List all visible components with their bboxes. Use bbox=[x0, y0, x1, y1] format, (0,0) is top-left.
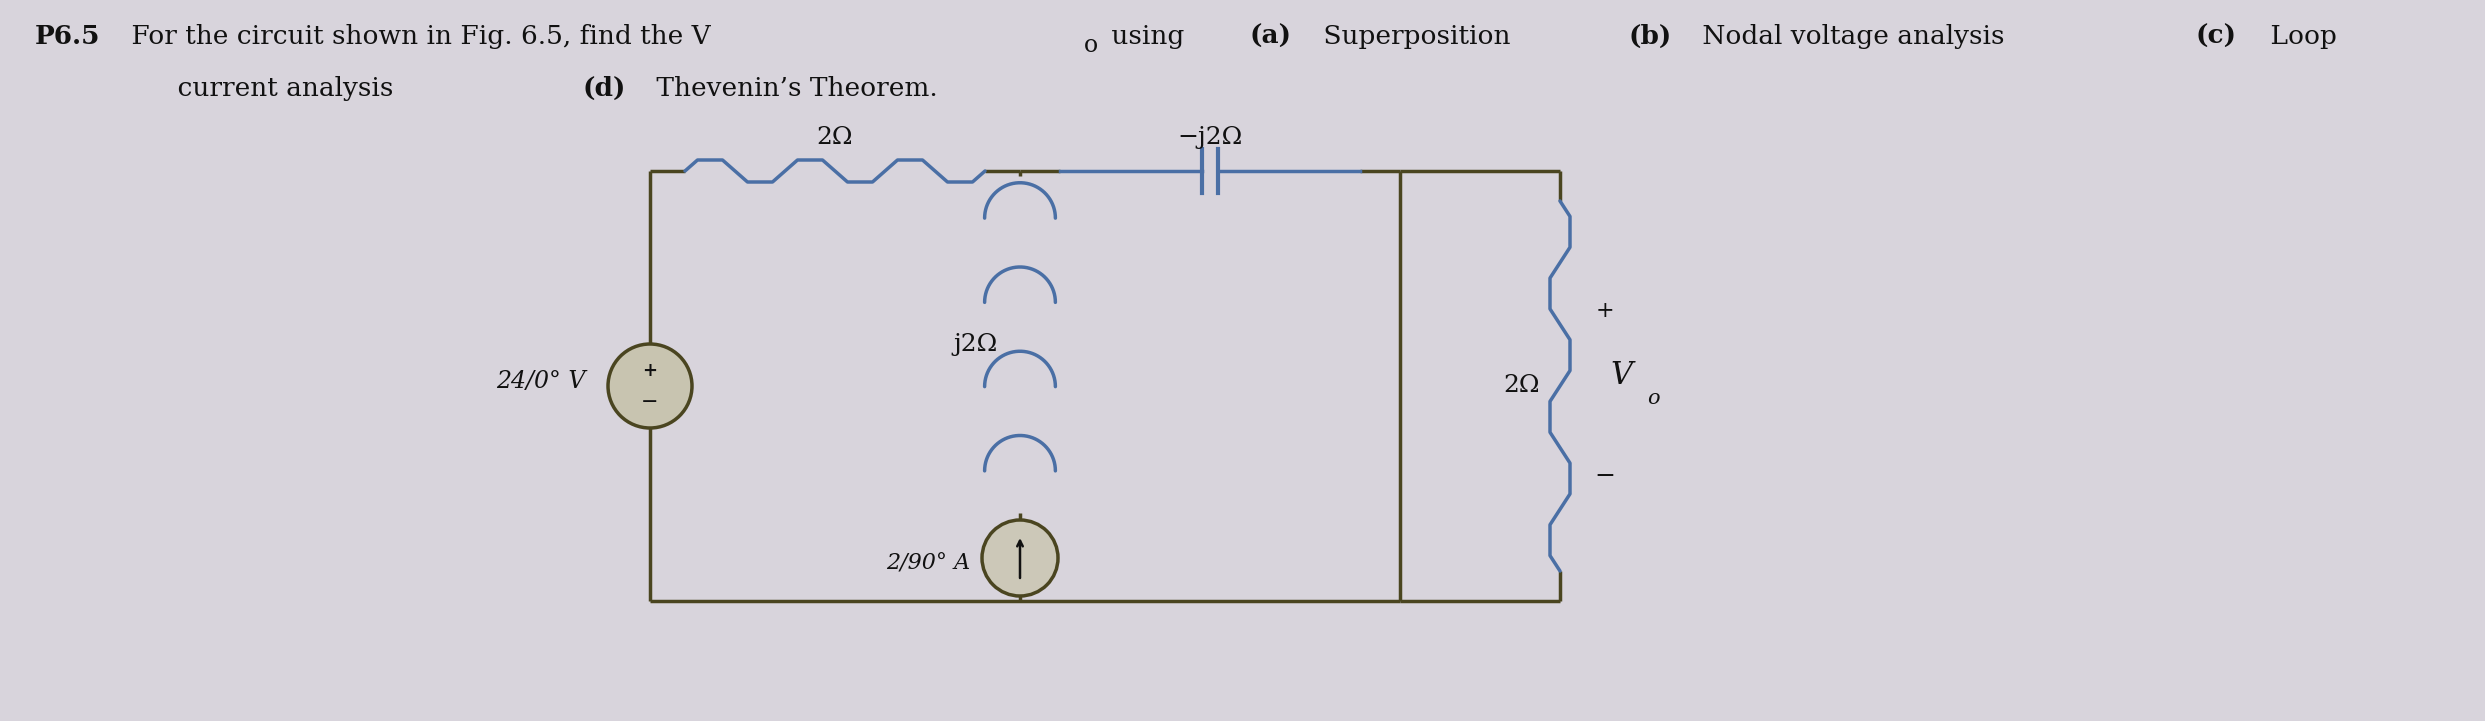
Text: using: using bbox=[1103, 24, 1193, 49]
Circle shape bbox=[982, 520, 1059, 596]
Text: 24/0° V: 24/0° V bbox=[495, 369, 584, 392]
Circle shape bbox=[609, 344, 691, 428]
Text: Superposition: Superposition bbox=[1315, 24, 1518, 49]
Text: (a): (a) bbox=[1250, 24, 1292, 49]
Text: V: V bbox=[1610, 360, 1633, 392]
Text: Loop: Loop bbox=[2261, 24, 2336, 49]
Text: Thevenin’s Theorem.: Thevenin’s Theorem. bbox=[649, 76, 939, 101]
Text: (c): (c) bbox=[2197, 24, 2237, 49]
Text: current analysis: current analysis bbox=[144, 76, 403, 101]
Text: j2Ω: j2Ω bbox=[954, 333, 999, 356]
Text: −: − bbox=[1595, 464, 1615, 487]
Text: 2/90° A: 2/90° A bbox=[885, 552, 969, 574]
Text: P6.5: P6.5 bbox=[35, 24, 99, 49]
Text: 2Ω: 2Ω bbox=[818, 126, 852, 149]
Text: For the circuit shown in Fig. 6.5, find the V: For the circuit shown in Fig. 6.5, find … bbox=[122, 24, 711, 49]
Text: (b): (b) bbox=[1628, 24, 1672, 49]
Text: −: − bbox=[641, 394, 659, 412]
Text: Nodal voltage analysis: Nodal voltage analysis bbox=[1695, 24, 2013, 49]
Text: −j2Ω: −j2Ω bbox=[1178, 126, 1242, 149]
Text: 2Ω: 2Ω bbox=[1503, 374, 1541, 397]
Text: (d): (d) bbox=[581, 76, 626, 101]
Text: o: o bbox=[1648, 389, 1660, 407]
Text: +: + bbox=[644, 362, 659, 380]
Text: o: o bbox=[1083, 34, 1098, 57]
Text: +: + bbox=[1595, 300, 1615, 322]
